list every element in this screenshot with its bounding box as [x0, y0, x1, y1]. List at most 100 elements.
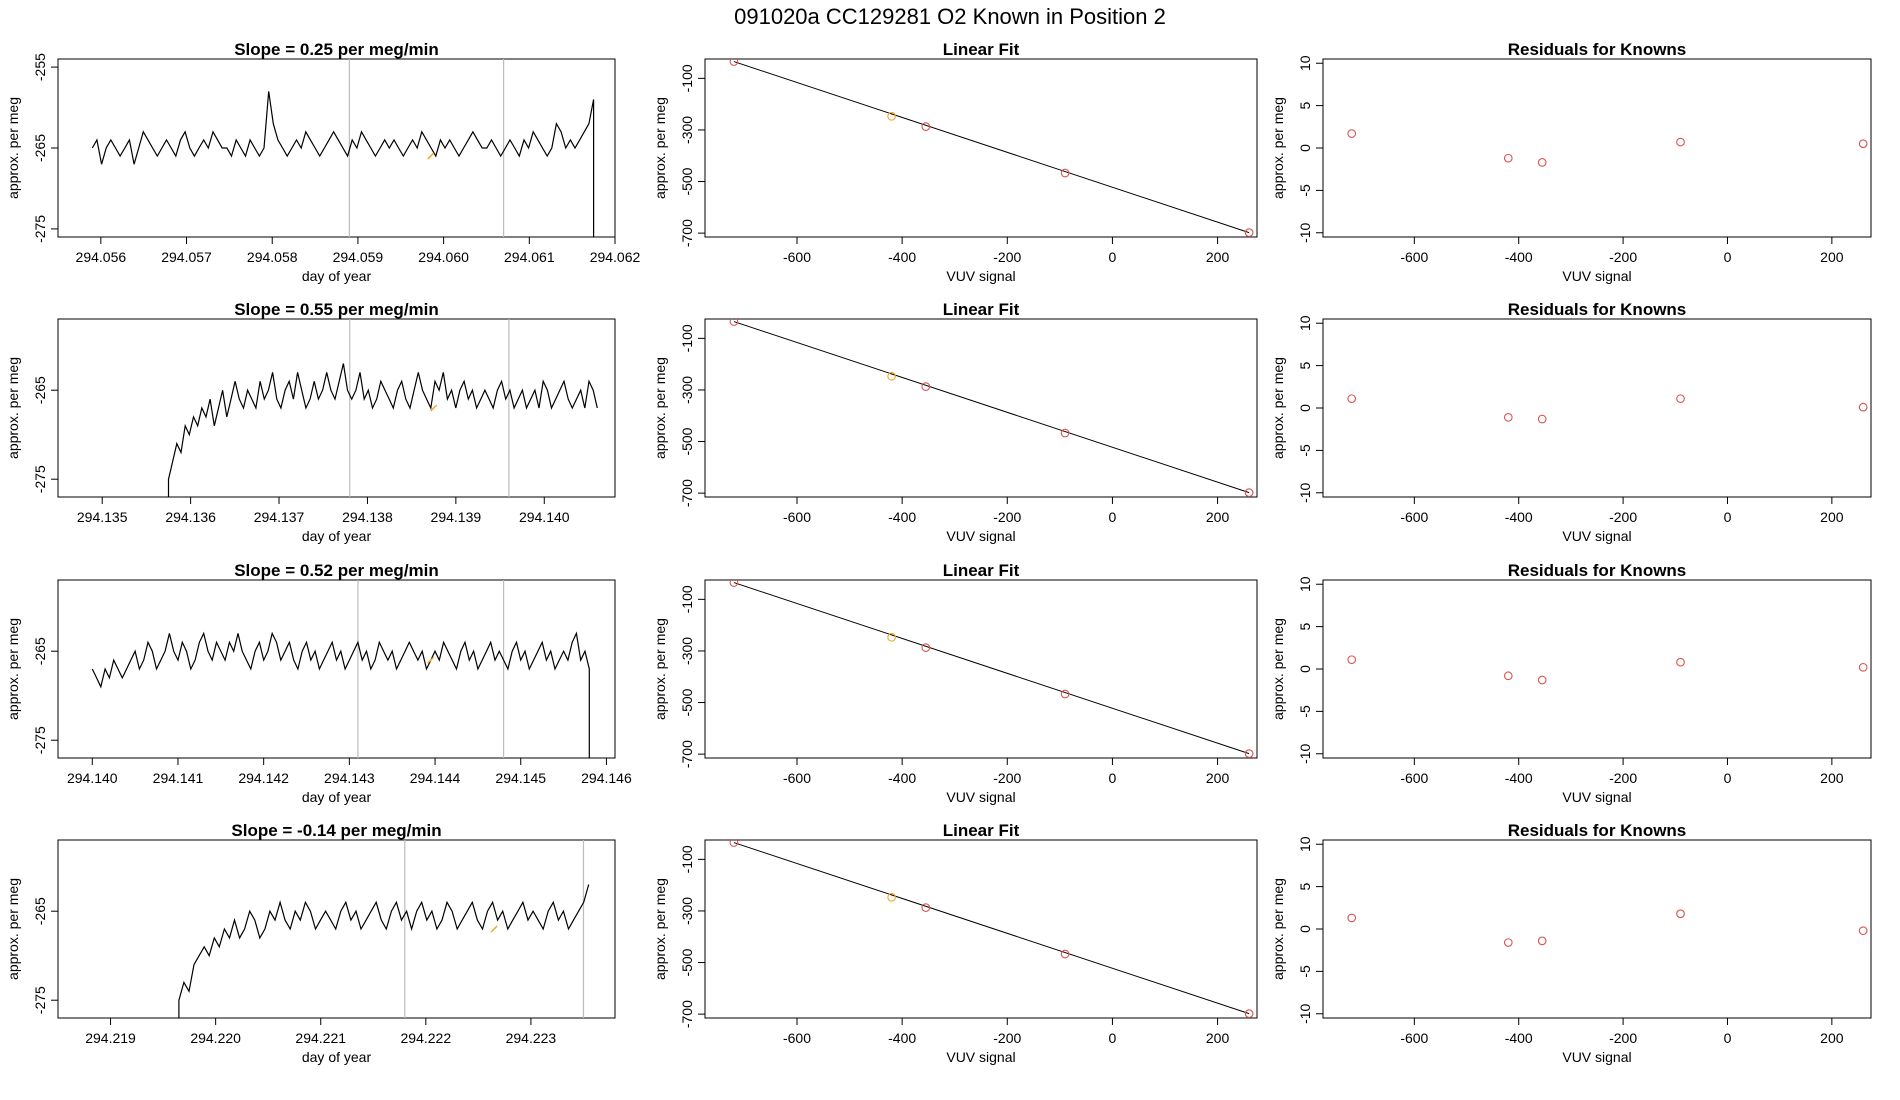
- plot-area: [1347, 394, 1868, 424]
- x-tick-label: -400: [888, 509, 916, 525]
- panel-1: Slope = 0.25 per meg/min 294.056 294.057 29…: [5, 40, 641, 284]
- panel-title: Linear Fit: [943, 821, 1020, 840]
- x-tick-label: -400: [888, 249, 916, 265]
- panel-title: Residuals for Knowns: [1508, 821, 1687, 840]
- x-tick-label: 200: [1820, 509, 1844, 525]
- y-tick-label: -275: [32, 465, 48, 493]
- y-axis-label: approx. per meg: [652, 357, 668, 459]
- y-tick-label: -500: [679, 427, 695, 455]
- y-tick-label: -700: [679, 479, 695, 507]
- y-tick-label: -5: [1297, 965, 1313, 978]
- y-axis-label: approx. per meg: [1270, 878, 1286, 980]
- y-tick-label: -100: [679, 845, 695, 873]
- x-tick-label: 294.140: [67, 770, 118, 786]
- y-tick-label: -100: [679, 64, 695, 92]
- page-title: 091020a CC129281 O2 Known in Position 2: [734, 4, 1166, 29]
- x-tick-label: 294.143: [324, 770, 375, 786]
- x-tick-label: 200: [1820, 1030, 1844, 1046]
- x-tick-label: 200: [1206, 249, 1230, 265]
- x-tick-label: 294.142: [238, 770, 289, 786]
- x-tick-label: -600: [783, 1030, 811, 1046]
- panel-7: Slope = 0.52 per meg/min 294.140 294.141 29…: [5, 561, 632, 805]
- data-point: [729, 59, 739, 66]
- y-tick-label: 0: [1297, 665, 1313, 673]
- plot-frame: [1322, 58, 1872, 238]
- x-axis-label: VUV signal: [946, 1049, 1015, 1065]
- plot-frame: [704, 839, 1258, 1019]
- x-tick-label: -600: [783, 509, 811, 525]
- plot-area: [91, 59, 595, 237]
- y-axis-label: approx. per meg: [5, 618, 21, 720]
- y-axis-label: approx. per meg: [1270, 97, 1286, 199]
- y-tick-label: -700: [679, 1000, 695, 1028]
- y-tick-label: -10: [1297, 1003, 1313, 1023]
- x-tick-label: -600: [1400, 1030, 1428, 1046]
- x-tick-label: -400: [888, 1030, 916, 1046]
- x-tick-label: -200: [1609, 249, 1637, 265]
- data-point: [921, 643, 931, 652]
- y-axis-label: approx. per meg: [652, 878, 668, 980]
- y-tick-label: -700: [679, 740, 695, 768]
- x-axis-label: VUV signal: [946, 789, 1015, 805]
- x-tick-label: 294.058: [247, 249, 298, 265]
- data-point: [1858, 926, 1868, 936]
- x-tick-label: 200: [1206, 770, 1230, 786]
- x-tick-label: 0: [1724, 1030, 1732, 1046]
- data-point: [1503, 938, 1513, 947]
- y-tick-label: 5: [1297, 362, 1313, 370]
- x-tick-label: -600: [1400, 509, 1428, 525]
- average-marker: [490, 925, 498, 933]
- plot-frame: [57, 839, 616, 1019]
- data-point: [1244, 1009, 1254, 1018]
- data-point: [1503, 412, 1513, 422]
- x-tick-label: -400: [1505, 509, 1533, 525]
- y-tick-label: -10: [1297, 743, 1313, 763]
- data-point: [887, 892, 896, 902]
- x-tick-label: 294.060: [418, 249, 469, 265]
- x-tick-label: 294.061: [504, 249, 555, 265]
- x-tick-label: 294.219: [85, 1030, 136, 1046]
- x-tick-label: -400: [1505, 249, 1533, 265]
- x-tick-label: -200: [993, 770, 1021, 786]
- x-tick-label: 294.062: [590, 249, 641, 265]
- x-tick-label: -200: [1609, 1030, 1637, 1046]
- fit-line: [733, 842, 1250, 1015]
- x-axis-label: day of year: [302, 1049, 372, 1065]
- data-point: [1537, 936, 1547, 946]
- x-tick-label: 294.223: [506, 1030, 557, 1046]
- x-tick-label: 294.141: [153, 770, 204, 786]
- x-tick-label: 200: [1820, 770, 1844, 786]
- x-tick-label: 294.220: [190, 1030, 241, 1046]
- y-tick-label: -500: [679, 688, 695, 716]
- data-point: [1858, 662, 1868, 672]
- x-tick-label: 294.059: [333, 249, 384, 265]
- plot-frame: [704, 58, 1258, 238]
- y-tick-label: 0: [1297, 144, 1313, 152]
- data-point: [887, 111, 896, 121]
- x-tick-label: 294.140: [519, 509, 570, 525]
- y-axis-label: approx. per meg: [652, 97, 668, 199]
- x-tick-label: 294.144: [410, 770, 461, 786]
- signal-trace: [91, 631, 590, 758]
- x-tick-label: 0: [1109, 770, 1117, 786]
- fit-line: [733, 61, 1250, 234]
- x-tick-label: 200: [1206, 509, 1230, 525]
- panel-title: Linear Fit: [943, 561, 1020, 580]
- panel-9: Residuals for Knowns -600 -400 -200 0 200 10 5 0…: [1270, 561, 1872, 805]
- data-point: [1858, 402, 1868, 412]
- panel-11: Linear Fit -600 -400 -200 0 200 -100 -300 -500 -7…: [652, 821, 1258, 1065]
- x-tick-label: -400: [888, 770, 916, 786]
- plot-area: [729, 319, 1254, 497]
- y-axis-label: approx. per meg: [1270, 357, 1286, 459]
- y-tick-label: 10: [1297, 55, 1313, 71]
- data-point: [1503, 153, 1513, 163]
- x-axis-label: day of year: [302, 268, 372, 284]
- x-tick-label: 294.146: [581, 770, 632, 786]
- plot-area: [729, 59, 1254, 237]
- signal-trace: [167, 363, 598, 497]
- fit-line: [733, 582, 1250, 755]
- panel-10: Slope = -0.14 per meg/min 294.219 294.220 2…: [5, 821, 616, 1065]
- data-point: [1537, 675, 1547, 685]
- panel-title: Slope = 0.25 per meg/min: [234, 40, 439, 59]
